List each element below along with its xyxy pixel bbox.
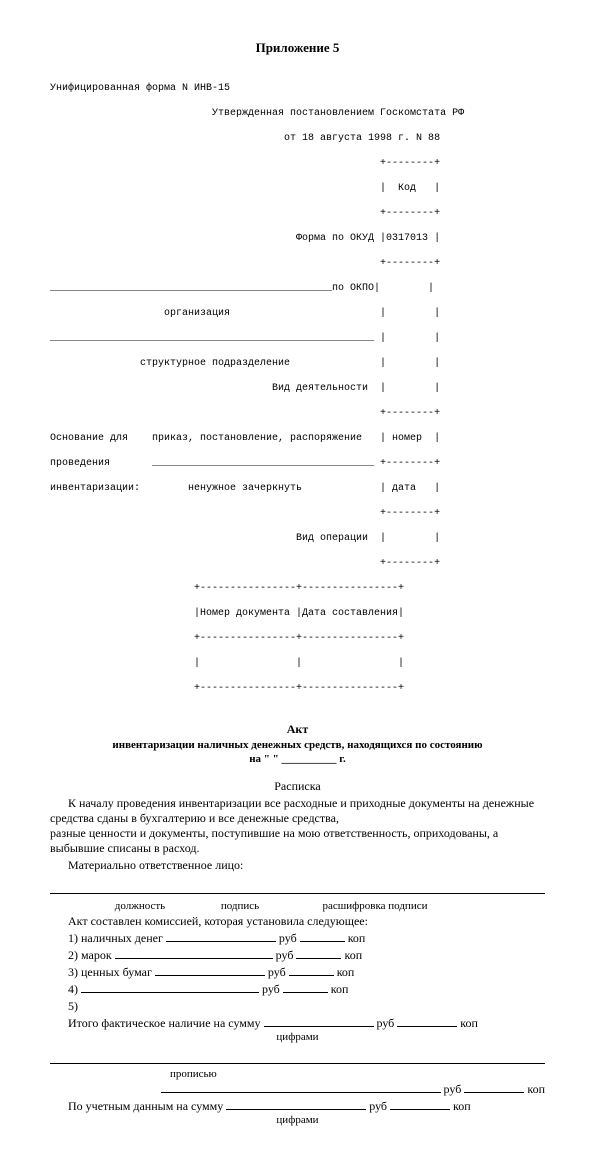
mono-line: ________________________________________…: [50, 333, 545, 346]
sig-dec-label: расшифровка подписи: [295, 900, 455, 912]
item-3: 3) ценных бумаг руб коп: [68, 965, 545, 980]
akt-subtitle: инвентаризации наличных денежных средств…: [50, 739, 545, 751]
mono-line: +----------------+----------------+: [50, 683, 545, 696]
mono-line: +----------------+----------------+: [50, 633, 545, 646]
mono-line: Вид операции | |: [50, 533, 545, 546]
mono-line: +--------+: [50, 258, 545, 271]
mono-line: Вид деятельности | |: [50, 383, 545, 396]
sig-pos-label: должность: [95, 900, 185, 912]
rub-label: руб: [444, 1082, 462, 1096]
mono-line: организация | |: [50, 308, 545, 321]
mono-line: проведения _____________________________…: [50, 458, 545, 471]
form-header-block: Унифицированная форма N ИНВ-15 Утвержден…: [50, 70, 545, 708]
mono-line: структурное подразделение | |: [50, 358, 545, 371]
item-2: 2) марок руб коп: [68, 948, 545, 963]
page-title: Приложение 5: [50, 40, 545, 56]
kop-label: коп: [527, 1082, 545, 1096]
signature-line: [50, 893, 545, 894]
mat-resp-label: Материально ответственное лицо:: [68, 858, 545, 873]
cifra-label-2: цифрами: [50, 1114, 545, 1126]
mono-line: | Код |: [50, 183, 545, 196]
item-1: 1) наличных денег руб коп: [68, 931, 545, 946]
mono-line: Унифицированная форма N ИНВ-15: [50, 83, 545, 96]
mono-line: |Номер документа |Дата составления|: [50, 608, 545, 621]
mono-line: ________________________________________…: [50, 283, 545, 296]
mono-line: | | |: [50, 658, 545, 671]
uchet-line: По учетным данным на сумму руб коп: [68, 1099, 545, 1114]
akt-dateline: на " " __________ г.: [50, 753, 545, 765]
raspiska-p2: разные ценности и документы, поступившие…: [50, 826, 545, 856]
raspiska-head: Расписка: [50, 779, 545, 794]
mono-line: +--------+: [50, 558, 545, 571]
cifra-label-1: цифрами: [50, 1031, 545, 1043]
akt-commission-line: Акт составлен комиссией, которая установ…: [68, 914, 545, 929]
mono-line: +--------+: [50, 508, 545, 521]
mono-line: Форма по ОКУД |0317013 |: [50, 233, 545, 246]
raspiska-p1: К началу проведения инвентаризации все р…: [50, 796, 545, 826]
mono-line: +--------+: [50, 408, 545, 421]
propis-line: [50, 1063, 545, 1064]
mono-line: +--------+: [50, 158, 545, 171]
itogo-line: Итого фактическое наличие на сумму руб к…: [68, 1016, 545, 1031]
sig-sign-label: подпись: [205, 900, 275, 912]
propis-label: прописью: [170, 1068, 545, 1080]
mono-line: +----------------+----------------+: [50, 583, 545, 596]
mono-line: Основание для приказ, постановление, рас…: [50, 433, 545, 446]
item-4: 4) руб коп: [68, 982, 545, 997]
mono-line: +--------+: [50, 208, 545, 221]
mono-line: Утвержденная постановлением Госкомстата …: [50, 108, 545, 121]
mono-line: инвентаризации: ненужное зачеркнуть | да…: [50, 483, 545, 496]
mono-line: от 18 августа 1998 г. N 88: [50, 133, 545, 146]
item-5: 5): [68, 999, 545, 1014]
signature-labels: должность подпись расшифровка подписи: [50, 900, 545, 912]
akt-title: Акт: [50, 722, 545, 737]
